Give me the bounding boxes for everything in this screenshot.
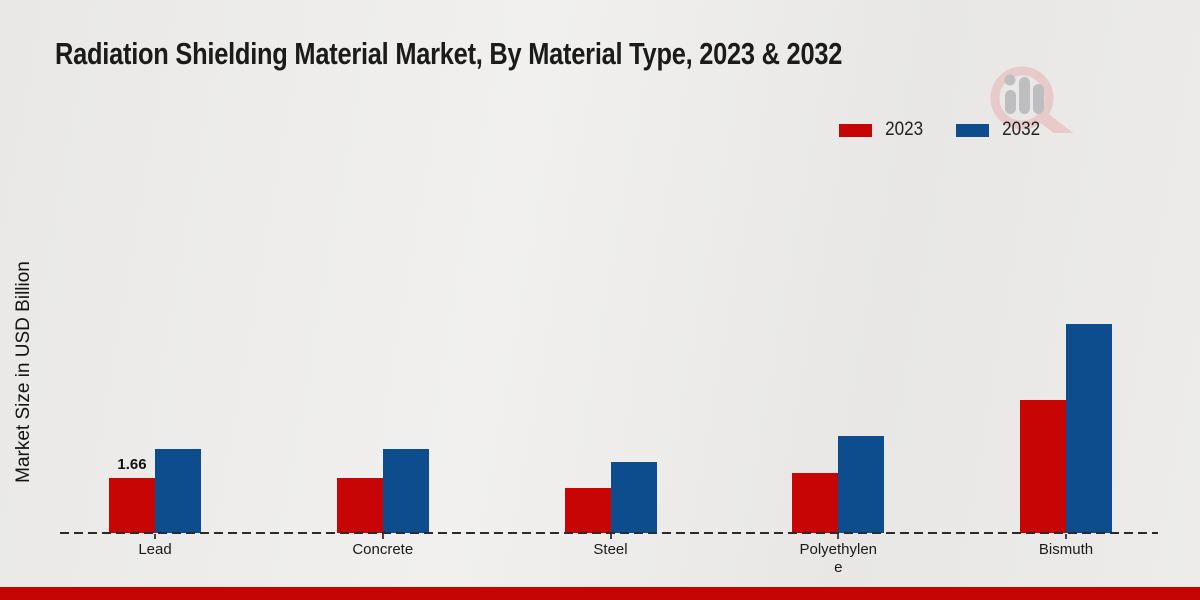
category-label: Concrete — [352, 541, 414, 558]
bar-value-label: 1.66 — [117, 456, 147, 473]
chart-title: Radiation Shielding Material Market, By … — [55, 36, 843, 71]
magnifier-bars-watermark-icon — [990, 66, 1074, 133]
x-axis-tick — [609, 534, 612, 539]
x-axis-tick — [381, 534, 384, 539]
legend-label: 2023 — [885, 119, 924, 140]
bar-2032-concrete — [382, 449, 429, 533]
bar-2032-lead — [155, 449, 201, 533]
legend-swatch — [955, 123, 989, 137]
bar-2032-steel — [610, 462, 657, 533]
x-axis-tick — [837, 534, 840, 539]
category-label: Bismuth — [1038, 541, 1094, 558]
x-axis-baseline — [60, 532, 1158, 534]
legend-item-2032: 2032 — [955, 119, 1042, 141]
bar-2023-bismuth — [1020, 400, 1066, 533]
legend-item-2023: 2023 — [839, 119, 925, 141]
bar-2032-polyethylene — [838, 436, 885, 533]
bottom-accent-bar — [0, 587, 1200, 600]
legend-swatch — [839, 123, 873, 137]
x-axis-tick — [1065, 534, 1067, 539]
category-label: Lead — [138, 541, 172, 558]
category-label: Steel — [593, 541, 628, 558]
x-axis-tick — [154, 534, 156, 539]
legend-label: 2032 — [1001, 119, 1040, 140]
category-label: Polyethylene — [799, 541, 878, 576]
legend: 2023 2032 — [839, 119, 1042, 141]
bar-2023-lead — [109, 478, 155, 533]
bar-2023-concrete — [336, 478, 383, 533]
bar-2023-polyethylene — [792, 473, 839, 533]
bar-2032-bismuth — [1066, 324, 1112, 533]
bar-2023-steel — [564, 488, 611, 533]
